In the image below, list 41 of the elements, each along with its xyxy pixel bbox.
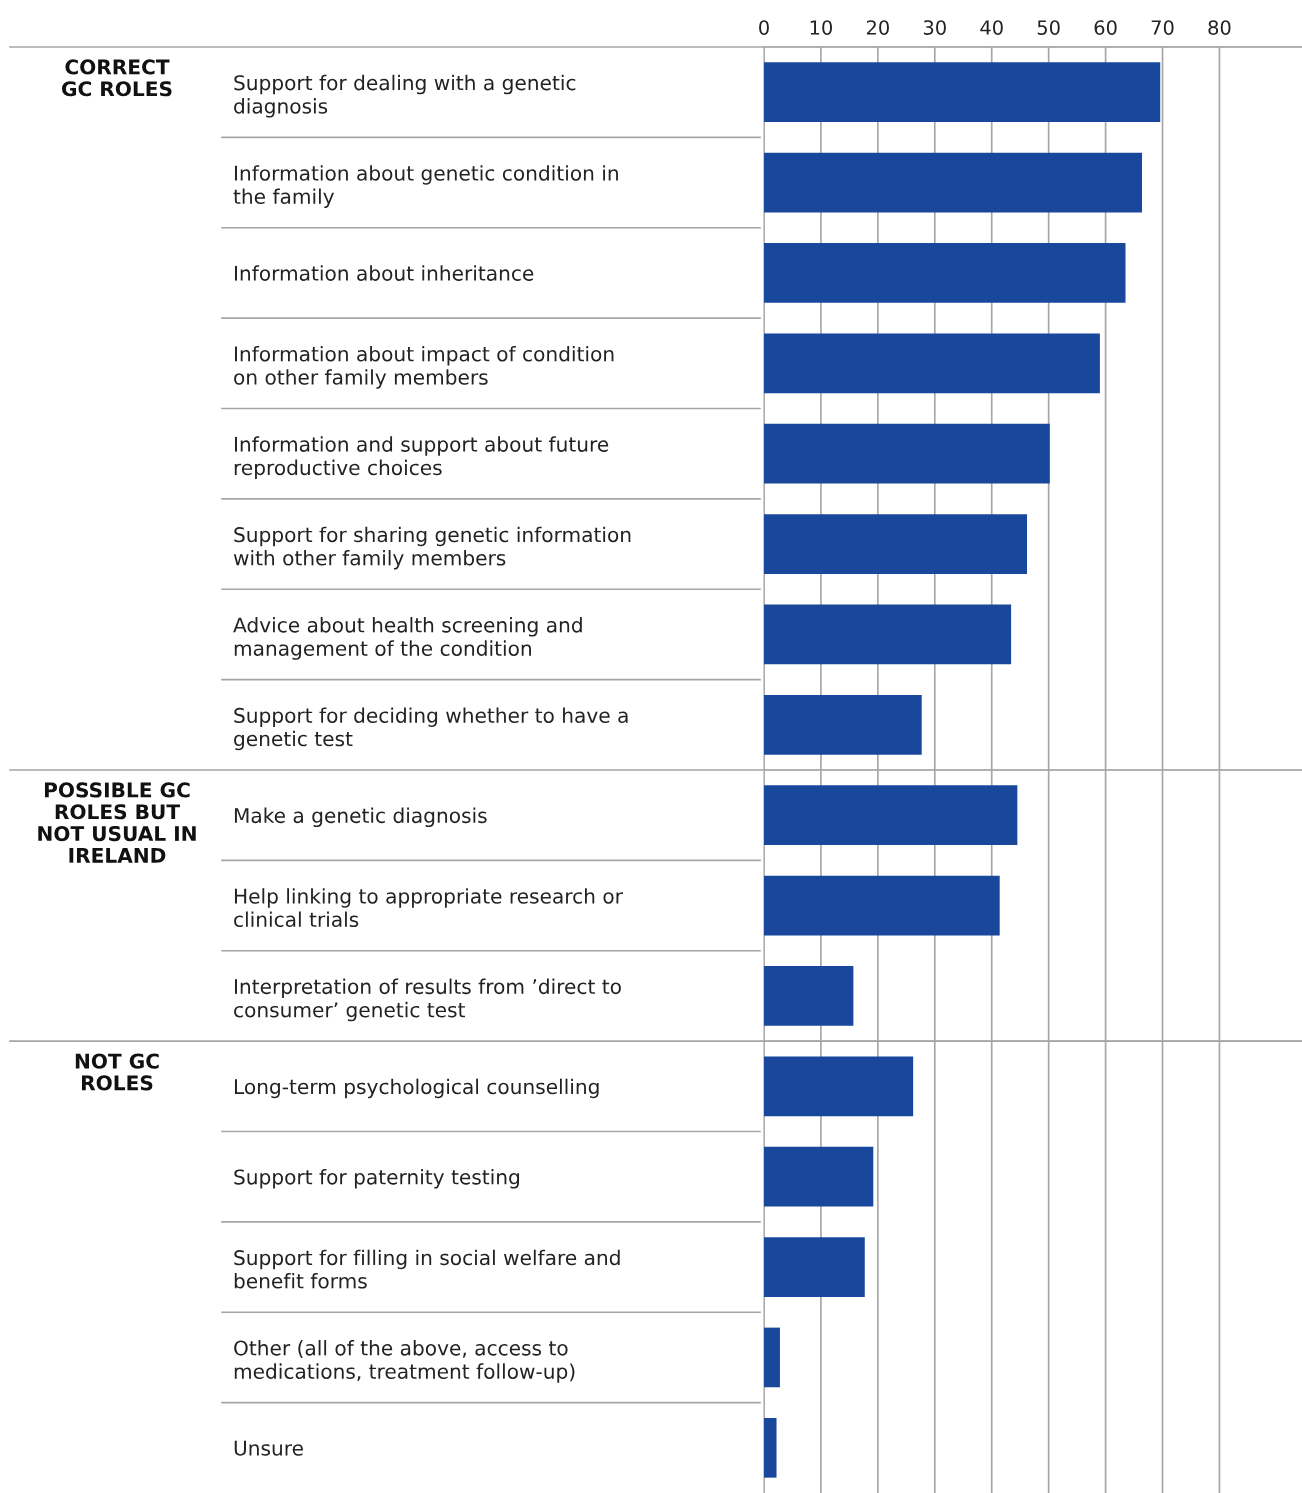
y-tick-label: Advice about health screening and management of the condition [233,617,582,660]
bar [764,1237,865,1297]
x-tick-label: 0 [759,20,769,35]
bar [764,604,1012,665]
y-tick-label: Interpretation of results from ’direct to consumer’ genetic test [234,978,621,1022]
y-tick-label: Other (all of the above, access to medications, treatment follow-up) [234,1340,575,1383]
y-tick-label: Long-term psychological counselling [234,1078,599,1099]
text: POSSIBLE GC ROLES BUT NOT USUAL IN IRELAND [38,782,196,863]
y-tick-label: Unsure [234,1440,303,1456]
y-tick-label: Help linking to appropriate research or clinical trials [234,888,623,928]
text: CORRECT GC ROLES [61,59,172,97]
bar [764,1417,777,1478]
y-tick-label: Make a genetic diagnosis [234,807,487,828]
y-tick-label: Support for deciding whether to have a genetic test [234,707,628,751]
x-tick-label: 20 [866,20,889,35]
y-tick-label: Information about inheritance [234,265,534,281]
x-tick-label: 70 [1151,20,1174,35]
bar [764,514,1028,574]
y-tick-label: Support for filling in social welfare and benefit forms [234,1249,620,1289]
bar [764,1056,914,1117]
y-tick-label: Information about impact of condition on other family members [234,345,614,389]
bar [764,243,1126,303]
text: NOT GC ROLES [75,1053,159,1091]
y-tick-label: Information and support about future reproductive choices [234,436,609,480]
bar [764,152,1143,213]
x-tick-label: 40 [980,20,1003,35]
x-tick-label: 60 [1094,20,1117,35]
bar [764,62,1161,123]
bar [764,1146,874,1207]
bar [764,333,1100,394]
bar [764,1327,780,1388]
y-tick-label: Support for sharing genetic information with other family members [233,526,631,570]
bar [764,423,1050,484]
y-tick-label: Support for paternity testing [234,1169,520,1189]
x-tick-label: 80 [1208,20,1231,35]
x-tick-label: 50 [1037,20,1060,35]
x-tick-label: 10 [810,20,833,35]
y-tick-label: Information about genetic condition in the family [233,165,618,208]
x-tick-label: 30 [923,20,946,35]
bar [764,694,922,755]
y-tick-label: Support for dealing with a genetic diagnosis [234,74,576,118]
